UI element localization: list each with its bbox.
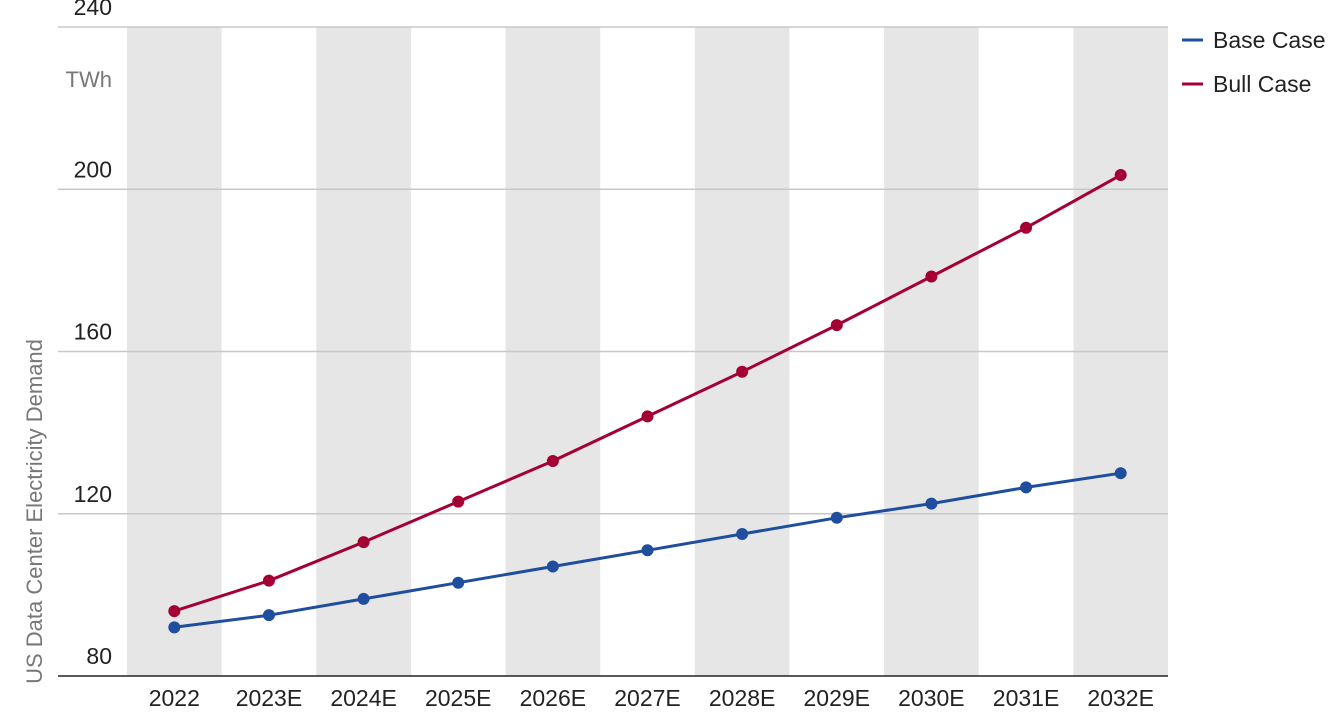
y-unit-label: TWh [66, 67, 112, 92]
bull-case-point [925, 270, 938, 283]
y-tick-label: 80 [86, 643, 112, 669]
gridlines [58, 26, 1168, 677]
x-tick-label: 2023E [236, 685, 303, 711]
bull-case-point [736, 365, 749, 378]
bull-case-point [830, 319, 843, 332]
base-case-point [1114, 467, 1127, 480]
series-group [168, 169, 1127, 634]
base-case-point [357, 592, 370, 605]
bull-case-point [452, 495, 465, 508]
y-axis-title: US Data Center Electricity Demand [22, 339, 47, 684]
bull-case-legend-label: Bull Case [1213, 71, 1311, 97]
base-case-point [168, 621, 181, 634]
base-case-legend-label: Base Case [1213, 27, 1326, 53]
bull-case-point [262, 574, 275, 587]
base-case-point [641, 544, 654, 557]
bull-case-point [1020, 221, 1033, 234]
x-tick-label: 2027E [614, 685, 681, 711]
y-tick-label: 240 [74, 0, 112, 20]
bull-case-point [641, 410, 654, 423]
x-tick-label: 2025E [425, 685, 492, 711]
base-case-point [830, 511, 843, 524]
y-tick-label: 200 [74, 156, 112, 182]
y-axis: 80 120 160 200 240 [74, 0, 112, 669]
x-tick-label: 2029E [804, 685, 871, 711]
x-tick-label: 2032E [1087, 685, 1154, 711]
x-tick-label: 2030E [898, 685, 965, 711]
legend: Base Case Bull Case [1182, 27, 1326, 97]
x-tick-label: 2026E [520, 685, 587, 711]
base-case-point [1020, 481, 1033, 494]
x-tick-label: 2031E [993, 685, 1060, 711]
base-case-point [546, 560, 559, 573]
base-case-point [736, 528, 749, 541]
x-tick-label: 2024E [330, 685, 397, 711]
base-case-point [925, 497, 938, 510]
bull-case-point [1114, 169, 1127, 182]
bull-case-point [546, 455, 559, 468]
base-case-point [452, 576, 465, 589]
x-tick-label: 2022 [149, 685, 200, 711]
base-case-point [262, 609, 275, 622]
y-tick-label: 160 [74, 319, 112, 345]
bull-case-point [168, 605, 181, 618]
bull-case-point [357, 536, 370, 549]
y-tick-label: 120 [74, 481, 112, 507]
x-tick-label: 2028E [709, 685, 776, 711]
x-axis: 2022 2023E 2024E 2025E 2026E 2027E 2028E 2029E 2… [149, 685, 1154, 711]
